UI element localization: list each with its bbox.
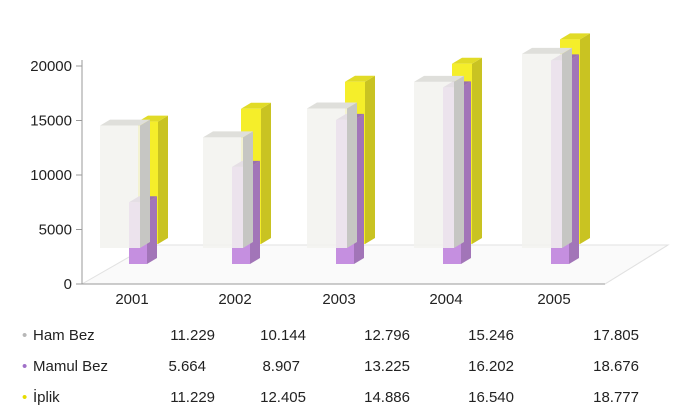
bar-top: [560, 33, 590, 40]
bar-front: [522, 53, 562, 248]
table-cell: 16.202: [468, 358, 514, 375]
table-cell: 8.907: [262, 358, 300, 375]
bar-ham-bez: [414, 75, 464, 248]
x-tick-label: 2003: [322, 291, 355, 308]
table-row-iplik: • İplik 11.229 12.405 14.886 16.540 18.7…: [0, 387, 695, 409]
x-tick-label: 2005: [537, 291, 570, 308]
bar-front: [414, 81, 454, 248]
table-cell: 11.229: [170, 389, 215, 406]
bar-top: [241, 102, 271, 109]
table-cell: 17.805: [593, 327, 639, 344]
bar-top: [100, 119, 150, 126]
bar-top: [307, 102, 357, 109]
bar-side: [365, 75, 375, 244]
y-tick-label: 20000: [30, 58, 72, 75]
bar-chart-3d: 0 5000 10000 15000 20000 2001 2002 2003 2004 2005: [30, 33, 670, 308]
chart-floor: [80, 244, 670, 285]
legend-label-ham-bez: Ham Bez: [33, 327, 95, 344]
bar-top: [345, 75, 375, 82]
table-cell: 10.144: [260, 327, 306, 344]
legend-swatch-mamul-bez: •: [22, 358, 28, 375]
bar-side: [472, 57, 482, 244]
bar-front: [307, 108, 347, 249]
bar-side: [454, 75, 464, 248]
bar-top: [452, 57, 482, 64]
y-tick-label: 5000: [39, 222, 72, 239]
table-cell: 14.886: [364, 389, 410, 406]
table-row-ham-bez: • Ham Bez 11.229 10.144 12.796 15.246 17…: [0, 325, 695, 347]
table-cell: 18.777: [593, 389, 639, 406]
table-cell: 11.229: [170, 327, 215, 344]
bar-side: [140, 119, 150, 248]
bar-ham-bez: [100, 119, 150, 248]
bar-ham-bez: [307, 102, 357, 249]
legend-swatch-iplik: •: [22, 389, 28, 406]
bar-side: [243, 131, 253, 248]
bar-side: [261, 102, 271, 245]
table-cell: 12.796: [364, 327, 410, 344]
y-tick-label: 0: [64, 276, 72, 293]
legend-label-iplik: İplik: [33, 389, 60, 406]
bar-front: [100, 125, 140, 248]
bar-front: [203, 137, 243, 248]
table-cell: 18.676: [593, 358, 639, 375]
table-cell: 12.405: [260, 389, 306, 406]
x-tick-label: 2001: [115, 291, 148, 308]
bar-top: [203, 131, 253, 138]
y-tick-label: 15000: [30, 113, 72, 130]
table-cell: 5.664: [168, 358, 206, 375]
table-cell: 16.540: [468, 389, 514, 406]
bar-top: [414, 75, 464, 82]
bar-ham-bez: [522, 47, 572, 248]
floor-edge: [604, 244, 669, 285]
bar-ham-bez: [203, 131, 253, 248]
legend-label-mamul-bez: Mamul Bez: [33, 358, 109, 375]
bar-side: [158, 115, 168, 244]
bar-side: [562, 47, 572, 248]
bar-side: [347, 102, 357, 249]
table-cell: 13.225: [364, 358, 410, 375]
table-row-mamul-bez: • Mamul Bez 5.664 8.907 13.225 16.202 18…: [0, 356, 695, 378]
y-tick-label: 10000: [30, 167, 72, 184]
bar-side: [580, 33, 590, 244]
bar-top: [522, 47, 572, 54]
legend-swatch-ham-bez: •: [22, 327, 28, 344]
x-tick-label: 2002: [218, 291, 251, 308]
x-tick-label: 2004: [429, 291, 462, 308]
table-cell: 15.246: [468, 327, 514, 344]
